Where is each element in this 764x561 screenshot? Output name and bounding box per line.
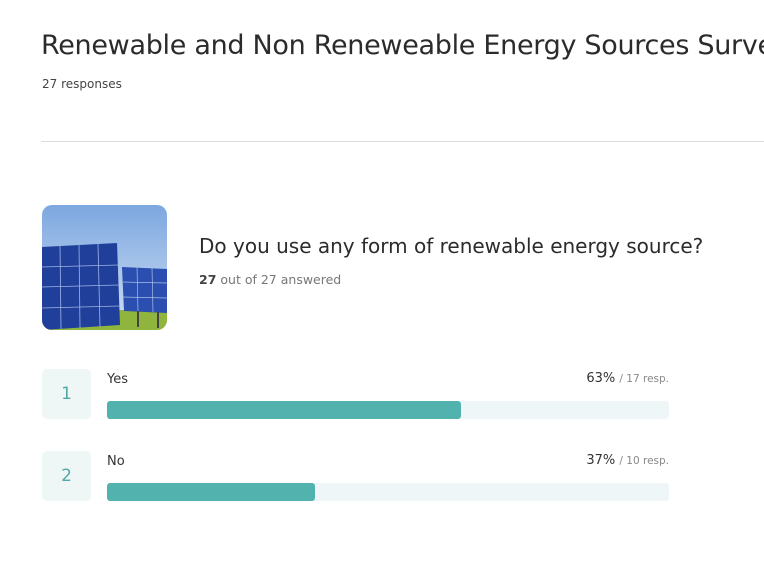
responses-label: / 17 resp. <box>619 373 669 385</box>
bar-track <box>107 483 669 501</box>
percent-label: 37% <box>586 453 616 468</box>
option-index: 2 <box>42 451 91 501</box>
answered-count: 27 <box>199 272 217 287</box>
responses-label: / 10 resp. <box>619 455 669 467</box>
survey-title: Renewable and Non Reneweable Energy Sour… <box>41 30 764 61</box>
percent-label: 63% <box>586 371 616 386</box>
bar <box>107 401 462 419</box>
option-percent: 63% / 17 resp. <box>586 371 669 386</box>
divider <box>41 141 764 142</box>
question-image <box>42 205 167 330</box>
answered-summary: 27 out of 27 answered <box>199 272 341 287</box>
responses-count: 27 responses <box>42 77 122 91</box>
option-index: 1 <box>42 369 91 419</box>
answered-text: out of 27 answered <box>220 272 342 287</box>
bar <box>107 483 315 501</box>
question-text: Do you use any form of renewable energy … <box>199 234 704 258</box>
option-label: No <box>107 454 125 469</box>
option-label: Yes <box>107 372 128 387</box>
solar-panel-image <box>42 205 167 330</box>
bar-track <box>107 401 669 419</box>
option-percent: 37% / 10 resp. <box>586 453 669 468</box>
